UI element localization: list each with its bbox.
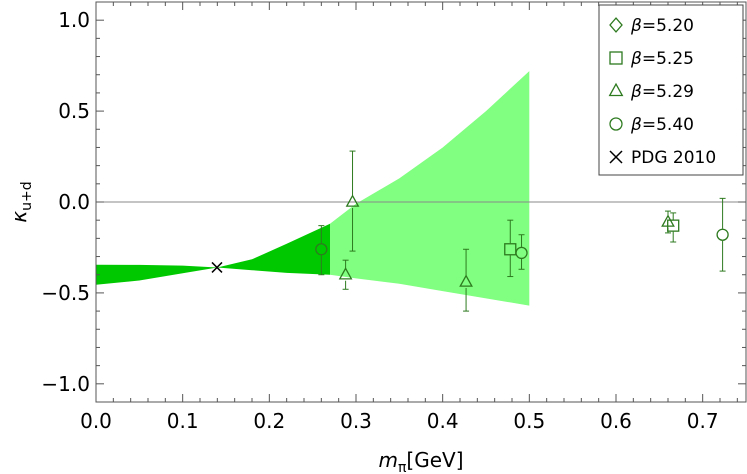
legend-label-text: =5.40: [642, 115, 694, 135]
triangle-marker: [345, 194, 360, 207]
x-tick-labels: 0.0 0.1 0.2 0.3 0.4 0.5 0.6 0.7: [80, 409, 718, 433]
light-band: [330, 71, 530, 306]
y-tick-label: 0.0: [58, 190, 90, 214]
y-tick-label: 1.0: [58, 8, 90, 32]
legend-label: β=5.29: [630, 82, 694, 102]
data-point-triangle: [345, 150, 360, 252]
legend-square-marker: [609, 51, 623, 65]
data-point-triangle: [661, 210, 675, 234]
x-axis-label: mπ[GeV]: [378, 448, 463, 474]
triangle-marker: [338, 267, 353, 280]
x-tick-label: 0.6: [600, 409, 632, 433]
y-tick-label: −0.5: [41, 281, 90, 305]
x-axis-label-main: m: [378, 448, 397, 472]
legend-entry: β=5.29: [608, 82, 694, 102]
x-axis-label-unit: [GeV]: [406, 448, 463, 472]
legend-label: β=5.25: [630, 49, 694, 69]
data-point-triangle: [459, 248, 473, 312]
y-axis-label: κu+d: [7, 181, 35, 222]
legend-entry: β=5.40: [609, 115, 694, 135]
x-tick-label: 0.7: [687, 409, 719, 433]
legend-label: β=5.20: [630, 16, 694, 36]
legend-label-text: =5.20: [642, 16, 694, 36]
y-tick-label: −1.0: [41, 372, 90, 396]
x-tick-label: 0.4: [427, 409, 459, 433]
legend-label: PDG 2010: [631, 148, 716, 168]
x-tick-label: 0.0: [80, 409, 112, 433]
legend-label-prefix: β: [630, 49, 642, 69]
data-point-circle: [515, 234, 528, 270]
cross-marker: [211, 261, 223, 273]
legend-entry: β=5.25: [609, 49, 694, 69]
x-tick-label: 0.1: [167, 409, 199, 433]
x-tick-label: 0.5: [513, 409, 545, 433]
legend-label: β=5.40: [630, 115, 694, 135]
legend-entry: PDG 2010: [609, 148, 716, 168]
circle-marker: [315, 243, 328, 256]
legend-box: [598, 4, 744, 176]
legend-label-prefix: β: [630, 115, 642, 135]
legend-label-prefix: β: [630, 16, 642, 36]
data-points: [211, 150, 729, 312]
y-tick-labels: −1.0 −0.5 0.0 0.5 1.0: [41, 8, 90, 396]
data-point-cross: [211, 261, 223, 273]
data-point-triangle: [338, 259, 353, 290]
square-marker: [504, 243, 517, 256]
legend-label-text: =5.25: [642, 49, 694, 69]
legend-circle-marker: [609, 117, 623, 131]
legend-label-text: =5.29: [642, 82, 694, 102]
data-point-square: [504, 219, 517, 278]
triangle-marker: [661, 214, 675, 227]
legend-entry: β=5.20: [609, 16, 694, 36]
legend-label-text: PDG 2010: [631, 148, 716, 168]
legend-label-prefix: β: [630, 82, 642, 102]
y-tick-label: 0.5: [58, 99, 90, 123]
data-point-circle: [716, 197, 729, 272]
x-tick-label: 0.3: [340, 409, 372, 433]
x-tick-label: 0.2: [253, 409, 285, 433]
error-bands: [96, 71, 530, 306]
y-axis-label-sub: u+d: [19, 181, 35, 211]
circle-marker: [515, 246, 528, 260]
legend-diamond-marker: [609, 17, 623, 33]
legend-triangle-marker: [608, 82, 624, 97]
axis-ticks: [95, 1, 746, 403]
dark-band: [96, 223, 330, 285]
circle-marker: [716, 228, 729, 241]
x-axis-label-sub: π: [398, 460, 407, 474]
triangle-marker: [459, 274, 473, 287]
legend-cross-marker: [609, 150, 623, 164]
data-point-circle: [315, 225, 328, 276]
y-axis-label-main: κ: [7, 211, 31, 223]
